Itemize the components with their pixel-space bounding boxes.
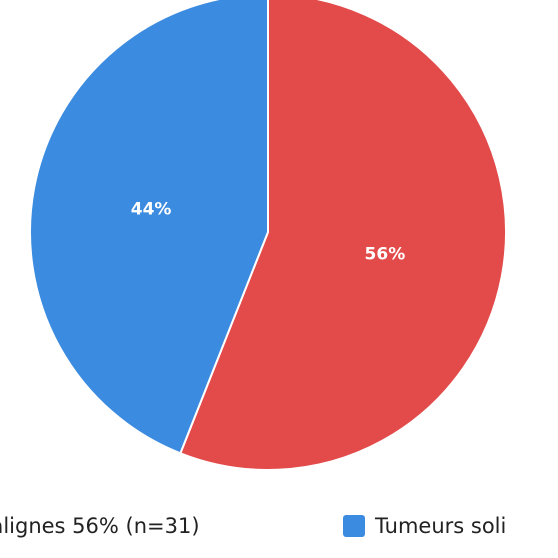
legend-swatch: [343, 515, 365, 537]
slice-label: 56%: [365, 244, 406, 264]
pie-slice: [29, 0, 269, 455]
slice-label: 44%: [131, 200, 172, 220]
pie-slice: [179, 0, 507, 471]
legend-label: Tumeurs soli: [374, 514, 506, 538]
legend-label: malignes 56% (n=31): [0, 514, 200, 538]
